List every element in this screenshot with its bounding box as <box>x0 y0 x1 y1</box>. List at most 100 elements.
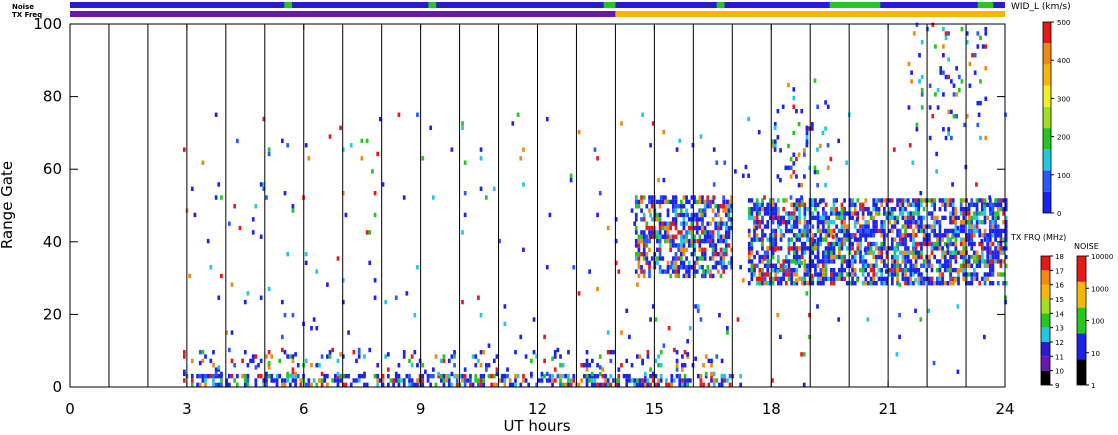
echo-cell <box>190 186 194 192</box>
echo-cell <box>559 382 562 388</box>
echo-cell <box>885 254 889 260</box>
echo-cell <box>642 238 646 244</box>
echo-cell <box>803 281 807 286</box>
echo-cell <box>376 151 380 157</box>
echo-cell <box>709 221 712 226</box>
echo-cell <box>703 238 707 244</box>
echo-cell <box>625 378 629 383</box>
echo-cell <box>719 273 723 279</box>
echo-cell <box>522 378 525 383</box>
echo-cell <box>837 211 841 216</box>
echo-cell <box>981 211 984 216</box>
echo-cell <box>943 259 947 264</box>
echo-cell <box>901 224 905 229</box>
echo-cell <box>543 373 546 379</box>
echo-cell <box>827 233 831 238</box>
echo-cell <box>474 373 478 379</box>
echo-cell <box>816 241 820 247</box>
echo-cell <box>967 215 971 221</box>
echo-cell <box>714 251 718 257</box>
echo-cell <box>259 295 263 300</box>
echo-cell <box>861 211 865 216</box>
echo-cell <box>792 272 796 277</box>
echo-cell <box>880 241 884 247</box>
echo-cell <box>777 276 780 282</box>
echo-cell <box>784 220 788 225</box>
echo-cell <box>498 378 501 383</box>
echo-cell <box>642 230 646 235</box>
echo-cell <box>919 317 923 322</box>
echo-cell <box>774 237 778 242</box>
echo-cell <box>939 70 943 75</box>
echo-cell <box>837 138 841 144</box>
echo-cell <box>695 212 699 218</box>
echo-cell <box>877 211 881 216</box>
echo-cell <box>693 269 696 274</box>
echo-cell <box>267 349 271 355</box>
echo-cell <box>928 83 932 88</box>
echo-cell <box>909 202 913 207</box>
echo-cell <box>934 44 937 49</box>
echo-cell <box>204 382 207 388</box>
echo-cell <box>773 139 777 144</box>
echo-cell <box>824 267 828 273</box>
echo-cell <box>753 233 756 238</box>
echo-cell <box>774 206 778 212</box>
echo-cell <box>1002 237 1005 242</box>
echo-cell <box>872 241 876 247</box>
echo-cell <box>819 281 823 286</box>
echo-cell <box>291 367 295 372</box>
echo-cell <box>243 378 247 383</box>
echo-cell <box>810 122 814 127</box>
echo-cell <box>845 281 849 286</box>
echo-cell <box>973 259 976 264</box>
echo-cell <box>787 272 791 277</box>
echo-cell <box>827 220 831 225</box>
echo-cell <box>753 215 756 221</box>
echo-cell <box>682 225 686 231</box>
echo-cell <box>920 105 924 110</box>
echo-cell <box>609 382 613 388</box>
echo-cell <box>453 363 456 368</box>
echo-cell <box>421 378 425 383</box>
echo-cell <box>771 281 775 286</box>
echo-cell <box>727 217 731 222</box>
echo-cell <box>981 220 984 225</box>
echo-cell <box>771 241 775 247</box>
echo-cell <box>514 349 517 355</box>
echo-cell <box>671 217 675 222</box>
echo-cell <box>645 243 649 248</box>
echo-cell <box>461 125 464 131</box>
echo-cell <box>648 247 651 253</box>
echo-cell <box>942 26 945 32</box>
echo-cell <box>217 382 221 388</box>
echo-cell <box>851 276 854 282</box>
echo-cell <box>763 263 767 268</box>
echo-cell <box>811 237 815 242</box>
echo-cell <box>835 276 838 282</box>
echo-cell <box>819 267 823 273</box>
echo-cell <box>898 237 902 242</box>
echo-cell <box>257 373 260 379</box>
echo-cell <box>730 247 733 253</box>
echo-cell <box>959 237 963 242</box>
echo-cell <box>598 354 602 359</box>
echo-cell <box>872 215 876 221</box>
echo-cell <box>885 198 889 203</box>
echo-cell <box>994 250 997 255</box>
echo-cell <box>638 354 642 359</box>
echo-cell <box>861 254 865 260</box>
echo-cell <box>893 224 897 229</box>
echo-cell <box>920 87 924 93</box>
echo-cell <box>761 198 764 203</box>
echo-cell <box>977 112 981 117</box>
echo-cell <box>909 220 913 225</box>
echo-cell <box>693 234 696 239</box>
echo-cell <box>813 169 817 175</box>
echo-cell <box>943 250 947 255</box>
echo-cell <box>941 237 944 242</box>
echo-cell <box>479 186 483 192</box>
echo-cell <box>701 256 704 261</box>
echo-cell <box>658 217 662 222</box>
echo-cell <box>851 267 854 273</box>
